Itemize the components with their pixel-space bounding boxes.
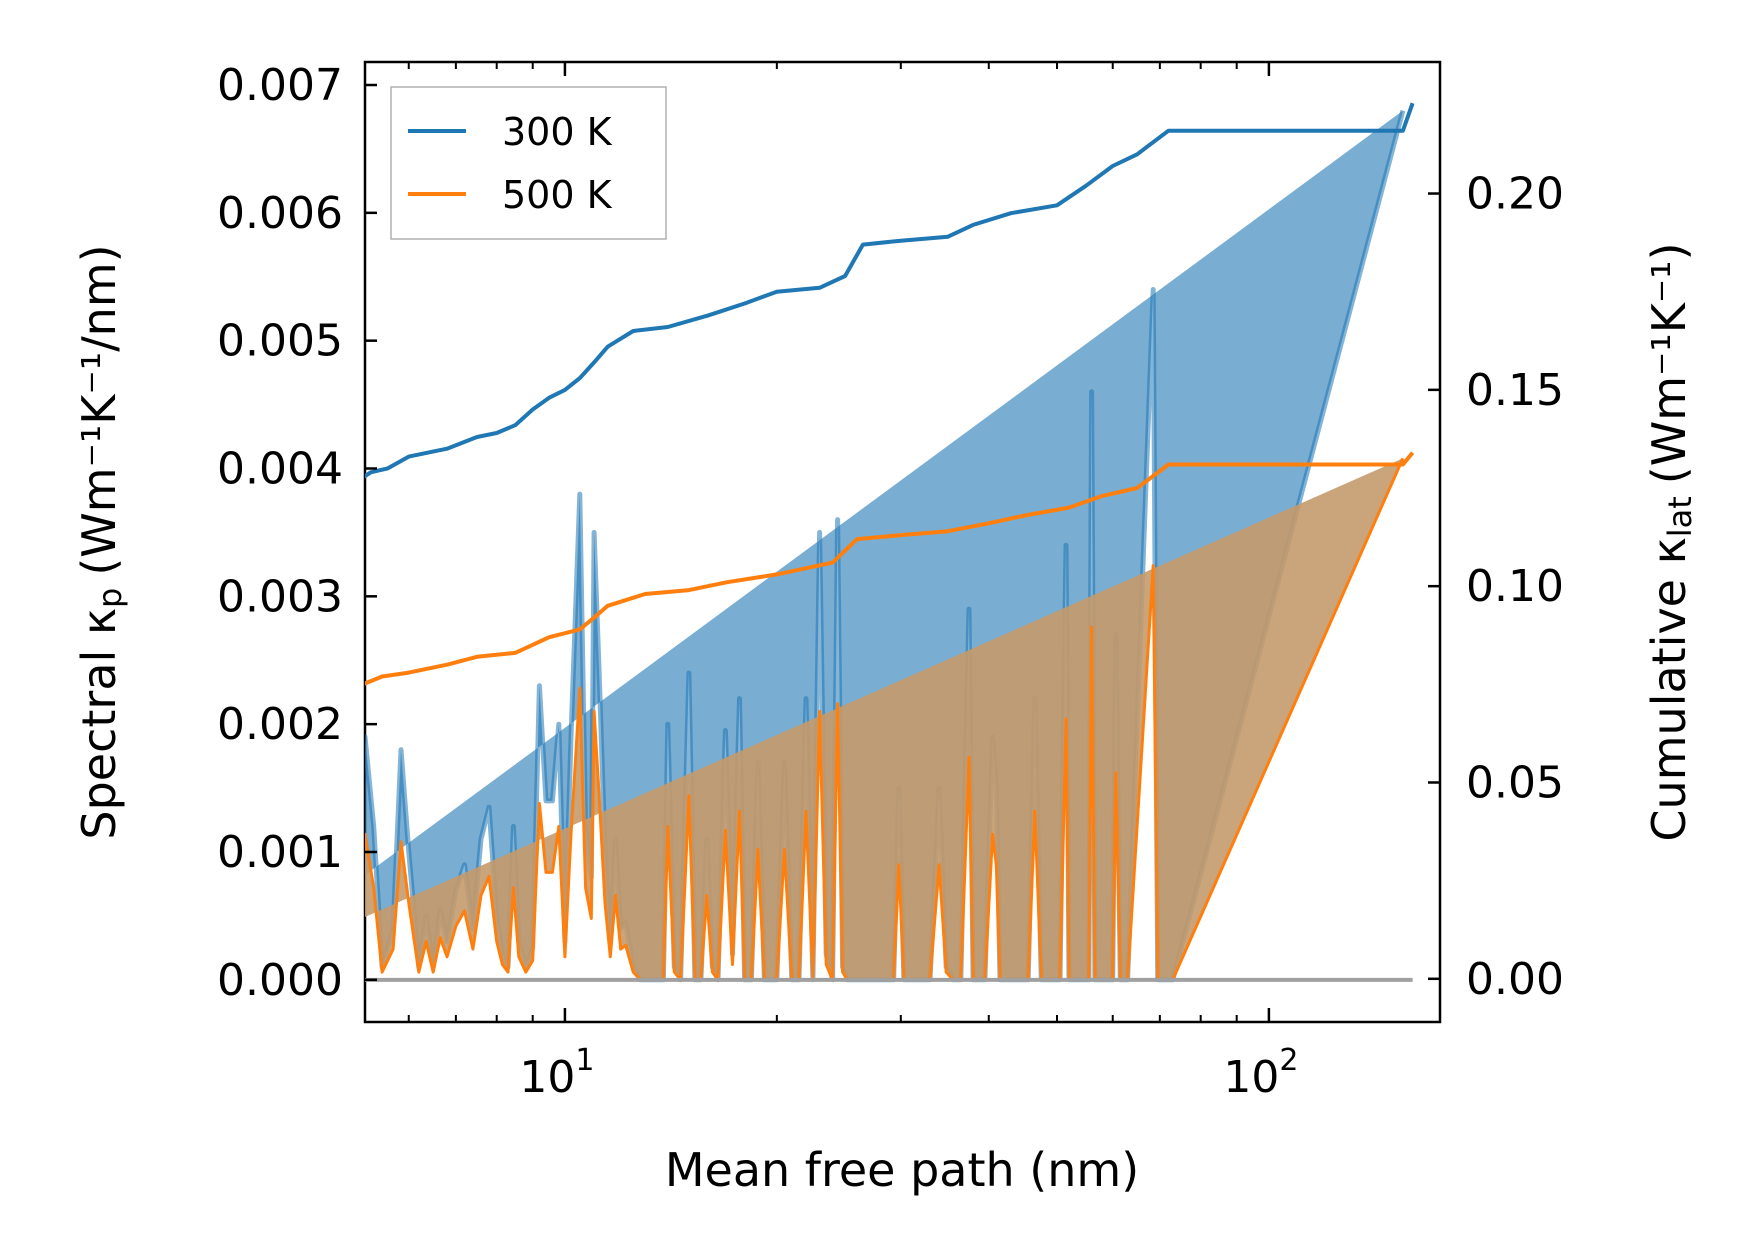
x-tick-label: 101 [519, 1043, 594, 1103]
legend-label-300k: 300 K [502, 110, 613, 154]
x-tick-label: 102 [1223, 1043, 1298, 1103]
y-right-tick-label: 0.20 [1466, 169, 1564, 220]
y-left-tick-label: 0.005 [217, 316, 343, 367]
y-left-tick-label: 0.003 [217, 571, 343, 622]
y-left-tick-label: 0.006 [217, 188, 343, 239]
cumulative-line-500k [365, 451, 1415, 686]
spectral-area-500k [365, 458, 1403, 980]
y-right-tick-label: 0.10 [1466, 561, 1564, 612]
cumulative-line-layer [365, 102, 1415, 686]
y-right-tick-label: 0.00 [1466, 954, 1564, 1005]
spectral-area-layer [365, 109, 1413, 983]
cumulative-line-300k [365, 102, 1415, 479]
y-left-tick-label: 0.002 [217, 699, 343, 750]
legend-box [390, 86, 667, 240]
y-left-axis-title: Spectral κp(Wm⁻¹K⁻¹/nm) [72, 244, 129, 839]
y-left-tick-label: 0.001 [217, 827, 343, 878]
y-right-axis-title: Cumulative κlat(Wm⁻¹K⁻¹) [1642, 242, 1699, 841]
y-left-tick-label: 0.007 [217, 60, 343, 111]
x-axis-title: Mean free path (nm) [665, 1143, 1139, 1197]
y-left-tick-label: 0.000 [217, 955, 343, 1006]
y-left-tick-label: 0.004 [217, 443, 343, 494]
plot-frame [363, 60, 1442, 1024]
spectral-area-300k [365, 110, 1403, 980]
y-right-tick-label: 0.15 [1466, 365, 1564, 416]
legend-label-500k: 500 K [502, 173, 613, 217]
y-right-tick-label: 0.05 [1466, 757, 1564, 808]
axis-ticks-layer: 0.000 0.001 0.002 0.003 0.004 0.005 0.006 0.007… [217, 60, 1564, 1103]
legend: 300 K 500 K [390, 86, 667, 240]
